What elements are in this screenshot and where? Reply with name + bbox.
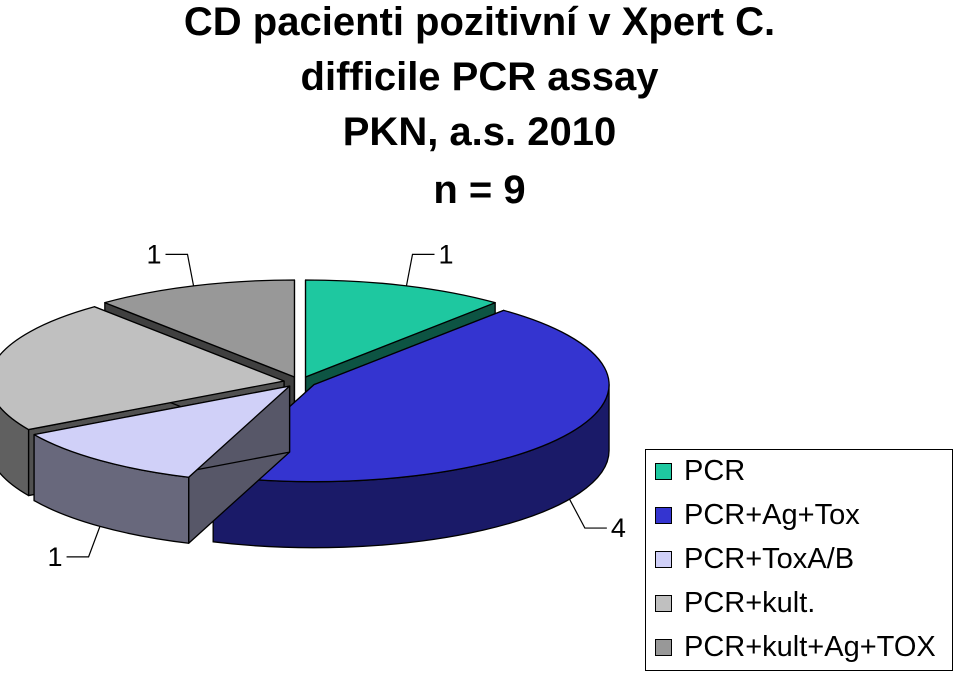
legend-item: PCR bbox=[646, 455, 745, 488]
leader-line bbox=[405, 253, 435, 286]
legend-swatch bbox=[655, 639, 672, 656]
data-label: 1 bbox=[48, 542, 63, 572]
chart-title-line-2: difficile PCR assay bbox=[300, 55, 659, 99]
pie-slice-top bbox=[104, 279, 296, 378]
pie-slice-top bbox=[304, 279, 496, 378]
legend-swatch bbox=[655, 463, 672, 480]
legend-swatch bbox=[655, 551, 672, 568]
pie-slice bbox=[33, 385, 291, 544]
chart-title-line-4: n = 9 bbox=[433, 168, 526, 212]
leader-line bbox=[165, 253, 195, 286]
data-label: 1 bbox=[438, 239, 453, 269]
chart-title-line-3: PKN, a.s. 2010 bbox=[342, 110, 617, 154]
legend-label: PCR+kult. bbox=[684, 587, 816, 619]
data-label: 4 bbox=[611, 513, 626, 543]
legend-label: PCR+Ag+Tox bbox=[684, 499, 860, 531]
legend-item: PCR+Ag+Tox bbox=[646, 499, 860, 532]
legend-label: PCR bbox=[684, 455, 746, 487]
legend-swatch bbox=[655, 595, 672, 612]
leader-line bbox=[568, 498, 607, 529]
legend: PCR PCR+Ag+Tox PCR+ToxA/B PCR+kult. PCR+… bbox=[645, 449, 953, 671]
leader-line bbox=[66, 526, 101, 558]
pie-slice-top bbox=[0, 306, 285, 431]
pie-slice-top bbox=[212, 309, 610, 483]
legend-label: PCR+ToxA/B bbox=[684, 543, 855, 575]
legend-item: PCR+ToxA/B bbox=[646, 543, 854, 576]
legend-item: PCR+kult. bbox=[646, 587, 815, 620]
chart-title-line-1: CD pacienti pozitivní v Xpert C. bbox=[183, 0, 776, 44]
legend-item: PCR+kult+Ag+TOX bbox=[646, 631, 936, 664]
legend-label: PCR+kult+Ag+TOX bbox=[684, 631, 936, 663]
pie-slice bbox=[212, 309, 610, 549]
data-label: 1 bbox=[146, 239, 161, 269]
legend-swatch bbox=[655, 507, 672, 524]
pie-slice-top bbox=[33, 385, 291, 478]
